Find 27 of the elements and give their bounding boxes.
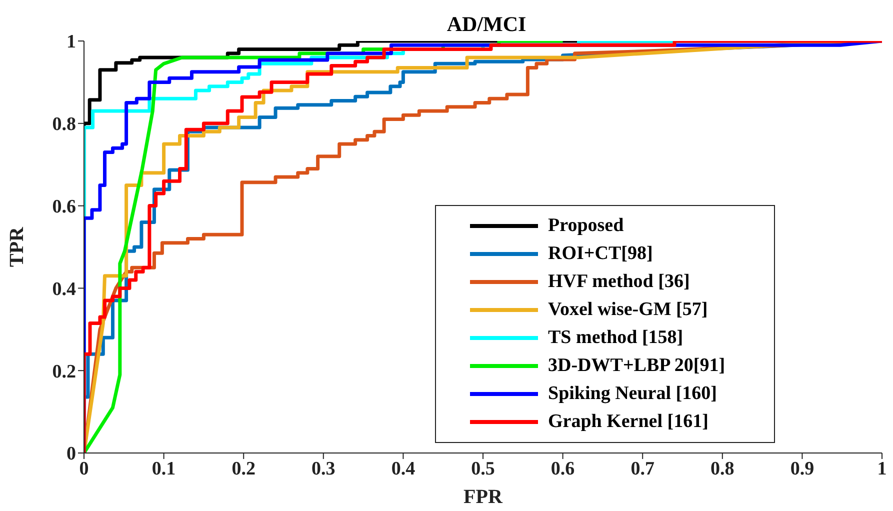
chart-title: AD/MCI — [446, 12, 528, 37]
x-tick-label: 0.9 — [790, 458, 814, 480]
y-tick-label: 0 — [66, 444, 76, 465]
y-tick-label: 1 — [66, 32, 76, 53]
legend-label: Spiking Neural [160] — [548, 383, 717, 405]
legend-label: TS method [158] — [548, 327, 684, 349]
x-tick-label: 0.1 — [152, 458, 176, 480]
x-tick-label: 0.6 — [550, 458, 575, 480]
legend-label: Proposed — [548, 215, 624, 237]
y-tick-label: 0.6 — [52, 196, 76, 218]
x-tick-label: 0.3 — [312, 458, 336, 480]
legend-label: ROI+CT[98] — [548, 243, 653, 265]
legend-label: HVF method [36] — [548, 271, 690, 293]
x-tick-label: 1 — [877, 458, 887, 480]
y-tick-label: 0.4 — [52, 278, 76, 300]
x-axis-title: FPR — [464, 486, 503, 508]
x-tick-label: 0.4 — [391, 458, 416, 480]
x-tick-label: 0.8 — [710, 458, 734, 480]
x-tick-label: 0.2 — [232, 458, 256, 480]
legend-label: Voxel wise-GM [57] — [548, 299, 708, 321]
legend-label: Graph Kernel [161] — [548, 411, 708, 433]
legend-label: 3D-DWT+LBP 20[91] — [548, 355, 726, 377]
y-tick-label: 0.8 — [52, 114, 76, 136]
x-tick-label: 0.7 — [630, 458, 655, 480]
y-axis-title: TPR — [6, 226, 28, 267]
y-tick-label: 0.2 — [52, 361, 76, 382]
x-tick-label: 0.5 — [471, 458, 495, 480]
